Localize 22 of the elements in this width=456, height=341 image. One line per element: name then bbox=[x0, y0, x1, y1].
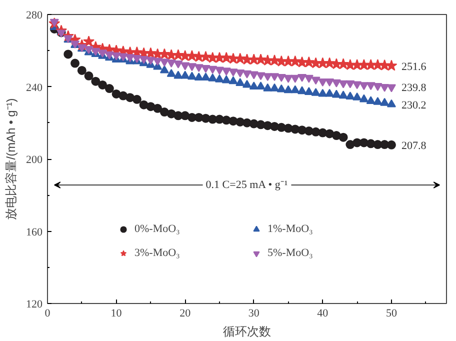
x-tick-label: 0 bbox=[44, 308, 51, 320]
data-label: 251.6 bbox=[401, 60, 427, 73]
legend-label: 3%-MoO₃ bbox=[134, 247, 181, 259]
data-label: 207.8 bbox=[401, 140, 427, 152]
data-label: 239.8 bbox=[401, 82, 427, 94]
legend-label: 1%-MoO₃ bbox=[268, 223, 314, 235]
data-label: 230.2 bbox=[401, 99, 426, 112]
x-tick-label: 20 bbox=[180, 308, 192, 320]
legend-label: 5%-MoO₃ bbox=[268, 247, 314, 259]
x-tick-label: 30 bbox=[248, 308, 260, 320]
legend-label: 0%-MoO₃ bbox=[134, 223, 181, 235]
y-tick-label: 240 bbox=[26, 82, 43, 94]
x-axis-title: 循环次数 bbox=[223, 324, 271, 338]
y-tick-label: 160 bbox=[26, 226, 43, 238]
x-tick-label: 10 bbox=[110, 308, 122, 320]
y-tick-label: 200 bbox=[26, 154, 43, 166]
annotation: 0.1 C=25 mA • g⁻¹ bbox=[206, 179, 288, 192]
y-tick-label: 120 bbox=[26, 298, 43, 310]
x-tick-label: 50 bbox=[386, 308, 398, 320]
y-tick-label: 280 bbox=[26, 10, 43, 22]
y-axis-title: 放电比容量/(mAh • g⁻¹) bbox=[4, 98, 18, 220]
x-tick-label: 40 bbox=[317, 308, 329, 320]
